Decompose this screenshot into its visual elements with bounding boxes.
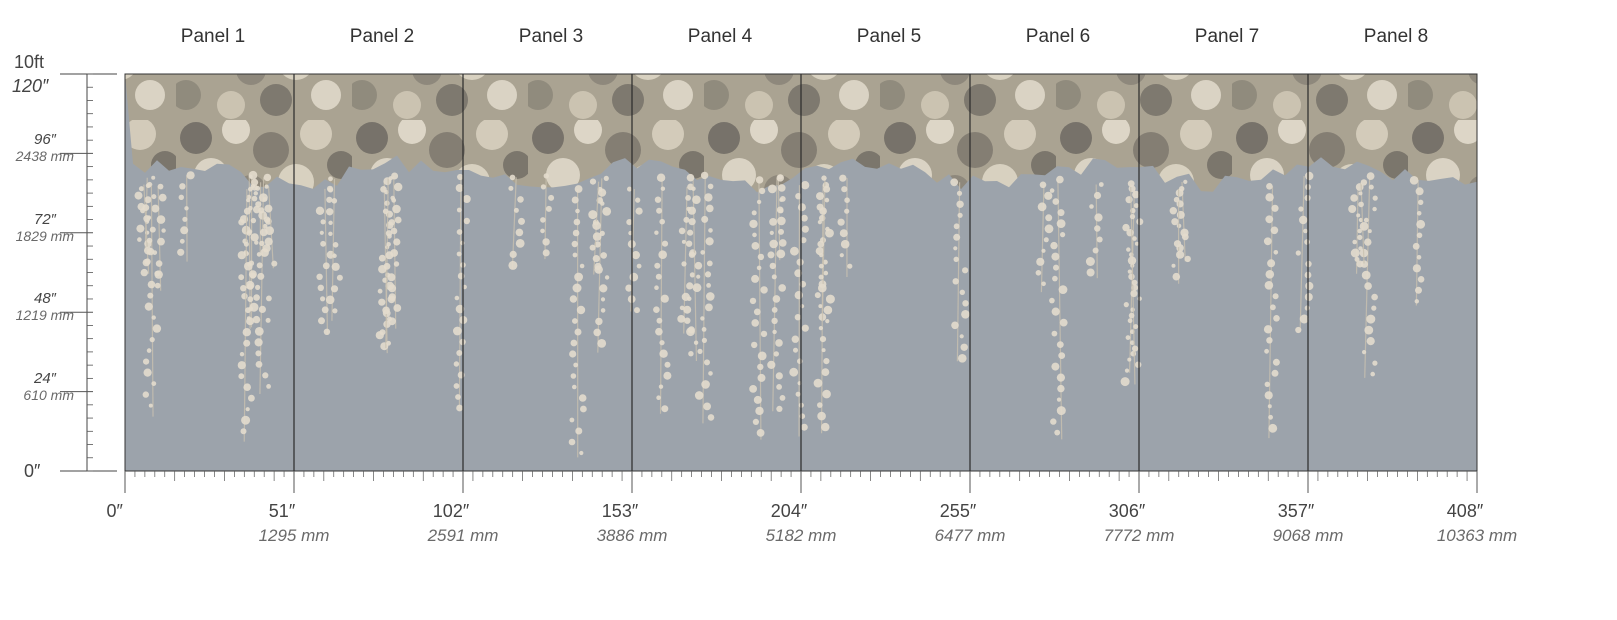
panel-label: Panel 4 (687, 26, 753, 47)
panel-label: Panel 6 (1025, 26, 1091, 47)
width-mark-mm: 2591 mm (427, 526, 499, 545)
width-mark-inches: 51″ (268, 501, 296, 521)
height-mark-inches: 48″ (34, 290, 56, 308)
height-bottom-label: 0″ (24, 461, 41, 481)
width-mark-inches: 306″ (1108, 501, 1146, 521)
height-mark-inches: 72″ (34, 210, 56, 228)
width-mark-inches: 102″ (432, 501, 470, 521)
width-mark-inches: 357″ (1277, 501, 1315, 521)
width-mark-inches: 408″ (1446, 501, 1484, 521)
width-mark-inches: 255″ (939, 501, 977, 521)
height-mark-mm: 1219 mm (15, 307, 74, 324)
panel-label: Panel 7 (1194, 26, 1260, 47)
width-mark-inches: 204″ (770, 501, 808, 521)
hanging-vines (134, 170, 1426, 458)
panel-label: Panel 3 (518, 26, 584, 47)
panel-label: Panel 5 (856, 26, 922, 47)
width-mark-mm: 5182 mm (765, 526, 837, 545)
width-mark-mm: 9068 mm (1272, 526, 1344, 545)
height-mark-inches: 24″ (34, 369, 56, 387)
width-mark-inches: 0″ (106, 501, 123, 521)
width-mark-mm: 1295 mm (258, 526, 330, 545)
panel-label: Panel 1 (180, 26, 246, 47)
width-mark-mm: 3886 mm (596, 526, 668, 545)
height-mark-mm: 2438 mm (15, 148, 74, 165)
height-unit-label: 10ft (14, 52, 45, 72)
panel-label: Panel 8 (1363, 26, 1429, 47)
height-mark-mm: 1829 mm (15, 227, 74, 244)
width-mark-mm: 6477 mm (934, 526, 1006, 545)
width-mark-mm: 10363 mm (1436, 526, 1518, 545)
height-mark-inches: 96″ (34, 131, 56, 149)
width-mark-inches: 153″ (601, 501, 639, 521)
height-top-inches: 120″ (12, 76, 49, 96)
width-mark-mm: 7772 mm (1103, 526, 1175, 545)
panel-label: Panel 2 (349, 26, 415, 47)
height-mark-mm: 610 mm (23, 386, 74, 403)
